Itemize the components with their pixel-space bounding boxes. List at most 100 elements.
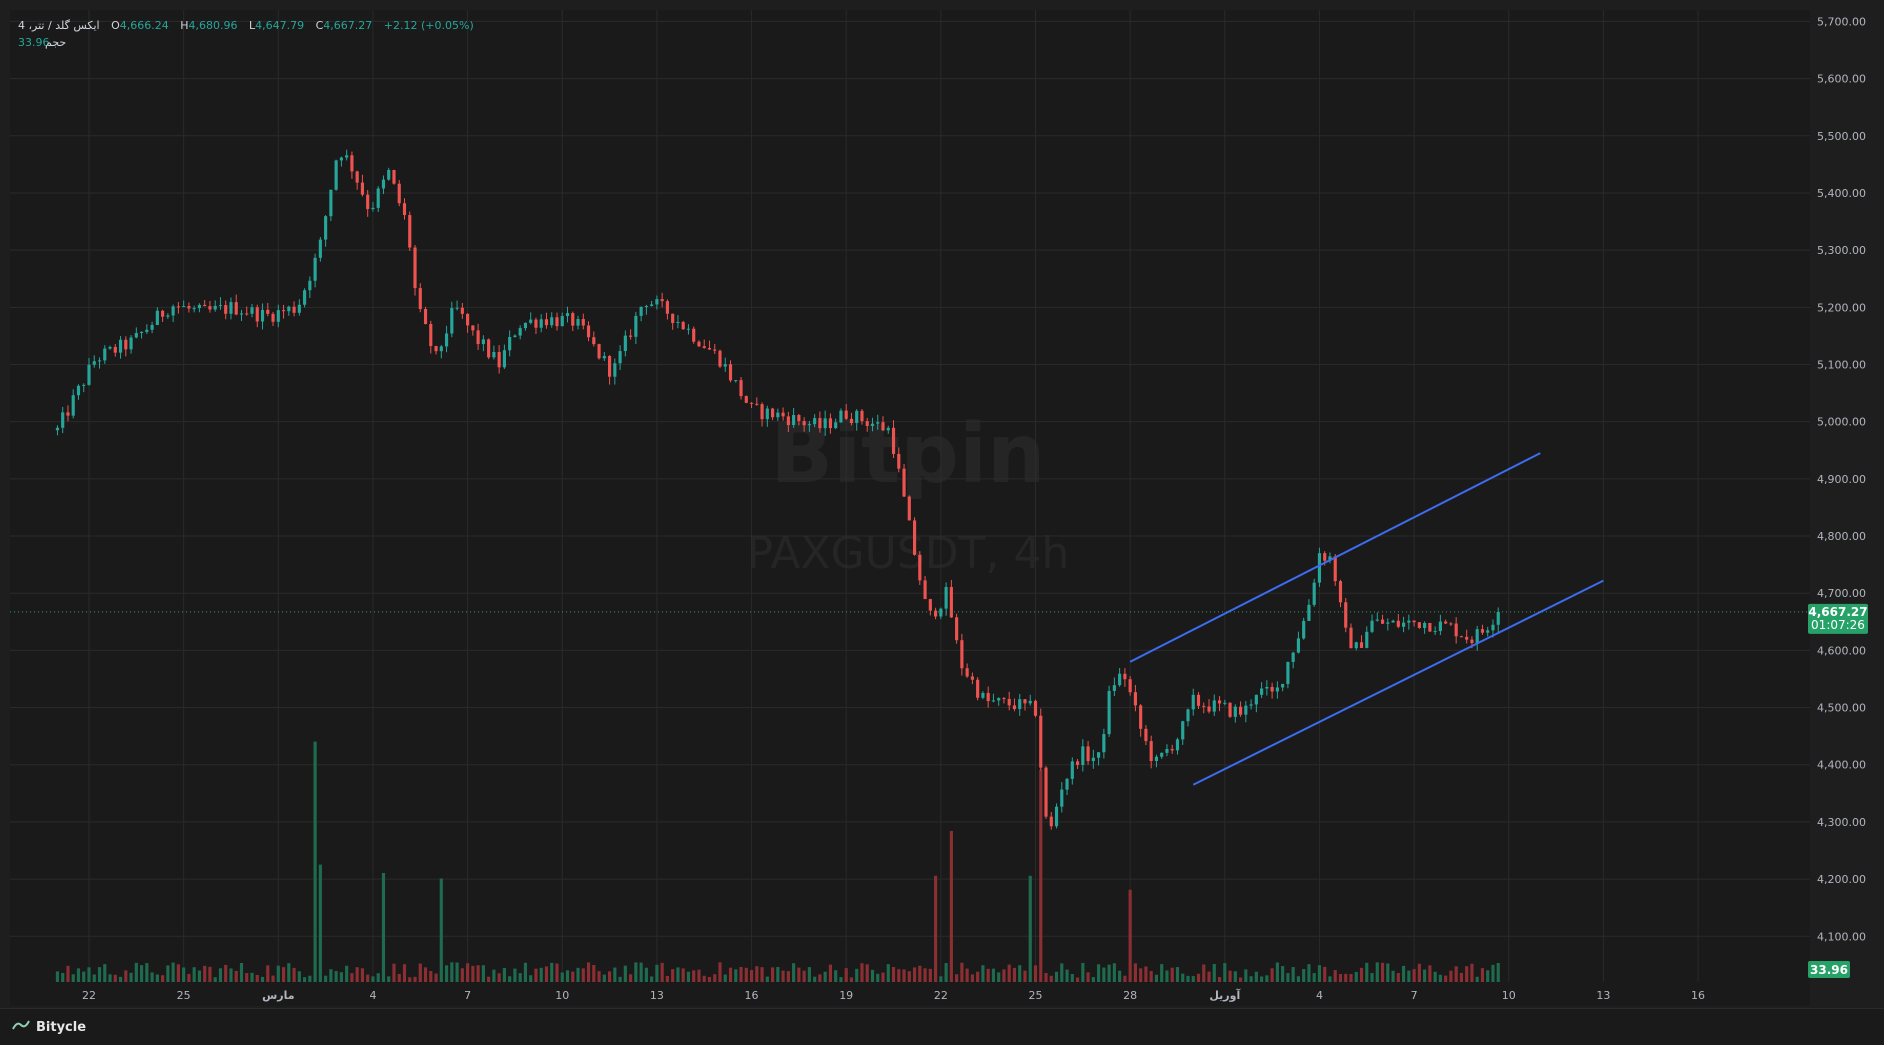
volume-bar [802, 970, 806, 982]
candle-body [1123, 673, 1127, 680]
candle-body [408, 215, 412, 248]
volume-bar [713, 974, 717, 982]
volume-bar [1065, 969, 1069, 982]
candle-body [1154, 756, 1159, 762]
volume-bar [771, 967, 775, 982]
volume-bar [707, 976, 712, 982]
candle-body [387, 170, 391, 180]
candle-body [1375, 619, 1379, 621]
volume-bar [1049, 975, 1053, 982]
candle-body [597, 344, 601, 359]
candle-body [1323, 553, 1327, 561]
legend-open-label: O [111, 19, 120, 32]
legend-high-label: H [180, 19, 188, 32]
volume-bar [266, 965, 270, 982]
candle-body [55, 427, 60, 431]
candle-body [923, 580, 927, 600]
legend-low-label: L [249, 19, 256, 32]
candle-body [881, 422, 885, 431]
volume-bar [1139, 968, 1143, 982]
x-tick-label: 4 [369, 989, 376, 1002]
legend-volume-label: حجم [45, 36, 66, 49]
candle-body [618, 351, 622, 364]
brand[interactable]: Bitycle [12, 1019, 86, 1035]
volume-bar [1480, 968, 1485, 982]
legend-open: 4,666.24 [120, 19, 169, 32]
candle-body [1354, 642, 1358, 649]
candle-body [266, 309, 270, 314]
x-tick-label: 16 [1691, 989, 1705, 1002]
candle-body [986, 692, 990, 702]
volume-bar [1412, 969, 1416, 982]
candle-body [345, 155, 349, 158]
volume-bar [891, 967, 896, 982]
candle-body [676, 322, 680, 324]
candle-body [1028, 700, 1032, 704]
volume-bar [97, 967, 102, 982]
volume-bar [860, 963, 864, 982]
candle-body [413, 247, 417, 289]
channel-upper-line[interactable] [1129, 452, 1541, 663]
candle-body [1491, 624, 1495, 631]
candle-body [607, 355, 612, 377]
volume-bar [918, 965, 922, 982]
volume-bar [1081, 962, 1085, 982]
candle-body [634, 315, 638, 337]
candle-body [276, 310, 280, 322]
candle-body [539, 319, 543, 328]
candle-body [1149, 741, 1153, 762]
candle-body [944, 586, 948, 609]
volume-bar [134, 962, 138, 982]
candle-body [576, 319, 580, 326]
volume-bar [1012, 967, 1017, 982]
candle-body [1196, 694, 1201, 706]
volume-bar [949, 831, 953, 982]
volume-bar [1107, 964, 1111, 982]
candle-body [208, 306, 212, 310]
candle-body [150, 324, 154, 330]
candle-body [203, 304, 207, 307]
volume-bar [965, 968, 969, 982]
y-tick-label: 5,700.00 [1817, 15, 1866, 28]
candle-body [397, 183, 401, 204]
volume-bar [629, 974, 633, 982]
candle-body [145, 329, 149, 332]
candle-body [108, 346, 112, 349]
candle-body [897, 453, 901, 469]
volume-bar [928, 968, 932, 982]
candle-body [644, 306, 648, 308]
volume-bar [681, 968, 685, 982]
candle-body [970, 676, 974, 680]
candle-body [818, 418, 822, 429]
volume-bar [171, 962, 175, 982]
volume-bar [129, 972, 133, 982]
volume-bar [1402, 965, 1406, 982]
candle-body [1459, 636, 1464, 638]
volume-bar [297, 971, 301, 982]
candle-body [565, 313, 570, 317]
volume-bar [576, 967, 580, 982]
volume-badge: 33.96 [1808, 961, 1850, 978]
volume-bar [203, 965, 207, 982]
price-axis[interactable]: 5,700.00 5,600.00 5,500.00 5,400.00 5,300.00… [1817, 15, 1866, 943]
volume-bar [1202, 964, 1206, 982]
time-axis[interactable]: 22 25 مارس 4 7 10 13 16 19 22 25 28 آوریل 4 7 10 13 16 [82, 988, 1705, 1002]
channel-lines[interactable] [1129, 452, 1604, 786]
channel-lower-line[interactable] [1192, 579, 1604, 786]
volume-bar [1396, 972, 1400, 982]
x-tick-label: 4 [1316, 989, 1323, 1002]
candle-body [1217, 700, 1222, 704]
volume-bar [1486, 970, 1490, 982]
candle-body [297, 304, 301, 313]
candle-body [471, 325, 475, 331]
y-tick-label: 5,100.00 [1817, 358, 1866, 371]
candle-body [529, 319, 533, 323]
volume-bar [1170, 967, 1174, 982]
svg-text:ایکس گلد / تتر، 4 O4,6: ایکس گلد / تتر، 4 O4,666.24 H4,680.96 L4… [18, 19, 474, 32]
volume-bar [912, 967, 917, 982]
candle-body [329, 189, 333, 217]
price-chart[interactable]: Bitpin PAXGUSDT, 4h 5,700.00 5,600.00 5,50… [0, 0, 1884, 1008]
candle-body [224, 305, 228, 314]
volume-bar [755, 966, 759, 982]
